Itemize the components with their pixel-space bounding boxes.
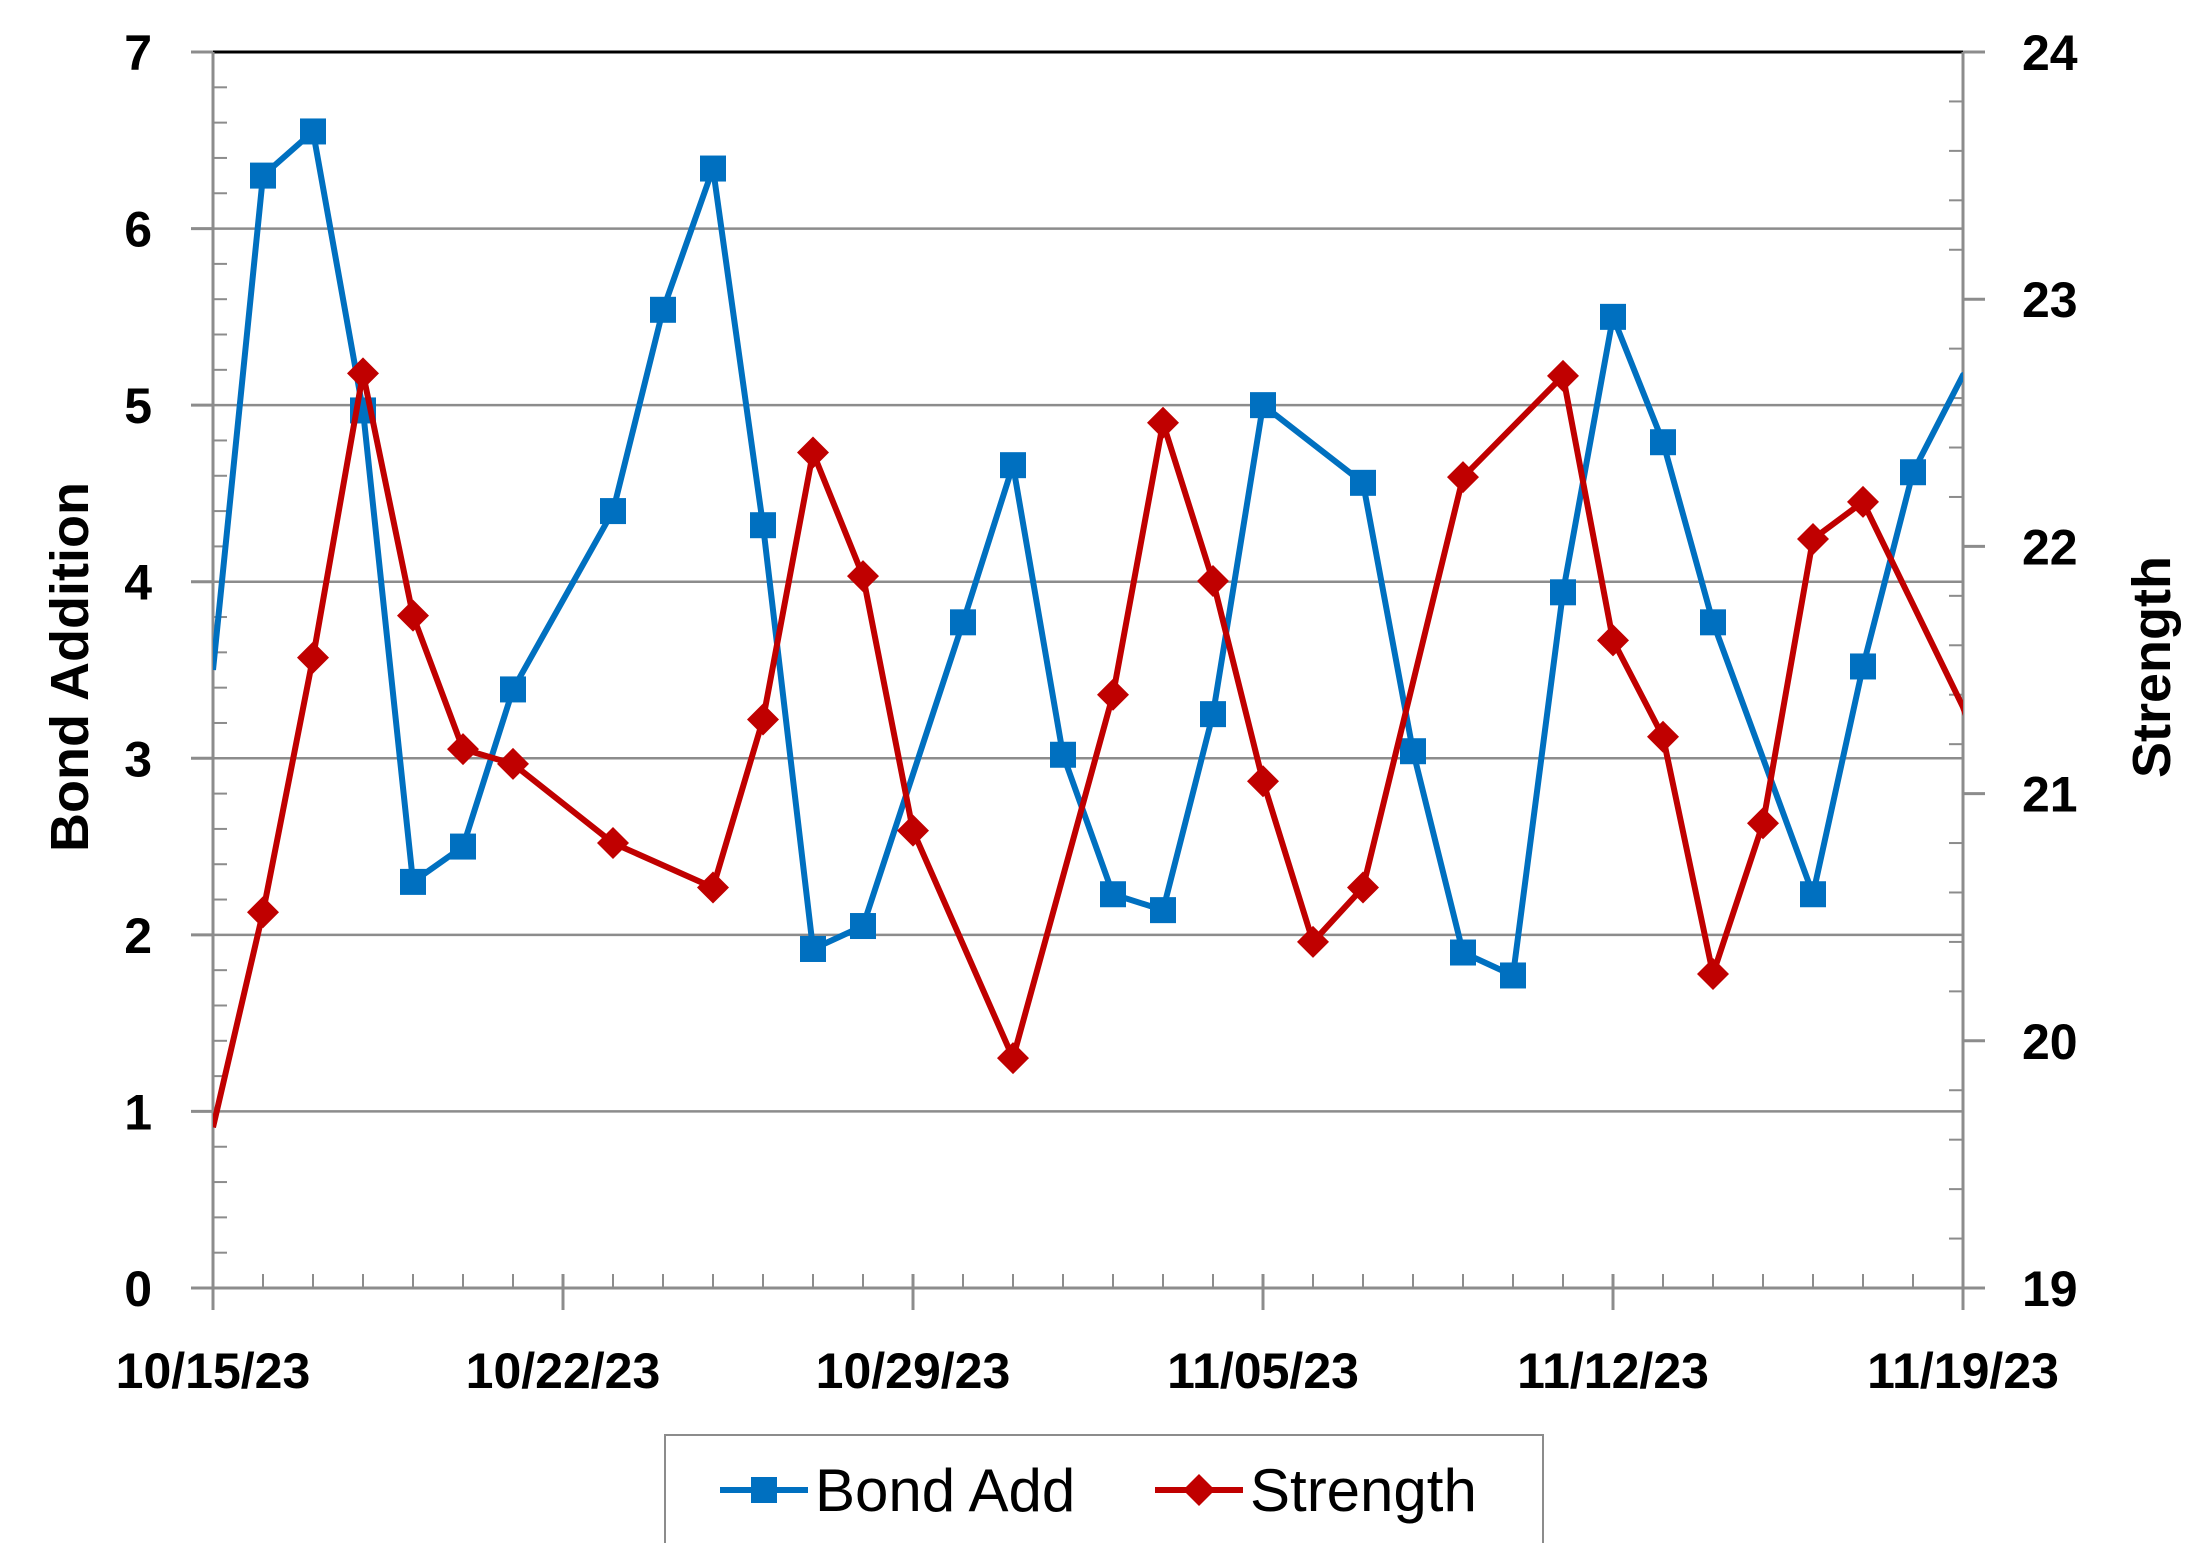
bond-add-point xyxy=(1150,897,1176,924)
y-tick-label: 3 xyxy=(124,731,152,787)
bond-add-point xyxy=(1900,459,1926,486)
strength-point xyxy=(697,871,729,904)
y-tick-label: 5 xyxy=(124,378,152,434)
bond-add-point xyxy=(1450,939,1476,966)
strength-point xyxy=(597,827,629,860)
bond-add-point xyxy=(1650,429,1676,456)
strength-point xyxy=(897,814,929,847)
strength-point xyxy=(497,747,529,780)
x-tick-label: 11/05/23 xyxy=(1167,1343,1359,1399)
y-tick-label: 7 xyxy=(124,25,152,81)
strength-point xyxy=(747,703,779,736)
y2-tick-label: 23 xyxy=(2022,272,2078,328)
bond-add-point xyxy=(1100,881,1126,908)
bond-add-point xyxy=(500,676,526,703)
strength-point xyxy=(1197,565,1229,598)
y2-tick-label: 20 xyxy=(2022,1014,2078,1070)
y-tick-label: 0 xyxy=(124,1261,152,1317)
strength-point xyxy=(1597,624,1629,657)
strength-point xyxy=(1447,461,1479,494)
strength-point xyxy=(1847,485,1879,518)
bond-add-point xyxy=(1000,452,1026,479)
legend-bond-add-marker xyxy=(751,1477,777,1503)
bond-add-point xyxy=(1350,469,1376,496)
x-tick-label: 10/29/23 xyxy=(816,1343,1011,1399)
y2-tick-label: 21 xyxy=(2022,767,2078,823)
legend-bond-add-label: Bond Add xyxy=(815,1457,1075,1524)
y2-tick-label: 19 xyxy=(2022,1261,2078,1317)
strength-point xyxy=(997,1042,1029,1075)
bond-add-point xyxy=(1050,741,1076,768)
x-tick-label: 11/12/23 xyxy=(1517,1343,1709,1399)
y-tick-label: 6 xyxy=(124,202,152,258)
bond-add-point xyxy=(300,118,326,145)
y2-tick-label: 22 xyxy=(2022,519,2078,575)
strength-line xyxy=(213,370,1963,1128)
bond-add-point xyxy=(850,913,876,940)
y-tick-label: 1 xyxy=(124,1084,152,1140)
x-tick-label: 10/15/23 xyxy=(116,1343,311,1399)
x-tick-label: 11/19/23 xyxy=(1867,1343,2059,1399)
x-tick-label: 10/22/23 xyxy=(466,1343,661,1399)
strength-point xyxy=(1647,720,1679,753)
strength-point xyxy=(1347,871,1379,904)
legend-box xyxy=(664,1434,1544,1543)
bond-add-point xyxy=(1700,609,1726,636)
bond-add-point xyxy=(1400,738,1426,765)
bond-add-point xyxy=(1800,881,1826,908)
bond-add-point xyxy=(800,935,826,962)
bond-add-point xyxy=(600,498,626,525)
strength-point xyxy=(1547,359,1579,392)
bond-add-point xyxy=(1200,701,1226,728)
legend-strength-marker xyxy=(1183,1474,1215,1506)
bond-add-point xyxy=(1550,579,1576,606)
bond-add-point xyxy=(400,868,426,895)
y2-axis-title: Strength xyxy=(2122,556,2182,778)
bond-add-point xyxy=(650,296,676,323)
axes-layer xyxy=(191,50,1985,1310)
bond-add-point xyxy=(250,162,276,189)
bond-add-line xyxy=(213,128,1963,979)
strength-point xyxy=(247,896,279,929)
bond-add-point xyxy=(950,609,976,636)
strength-point xyxy=(847,560,879,593)
strength-point xyxy=(1747,807,1779,840)
y-tick-label: 4 xyxy=(124,555,152,611)
strength-point xyxy=(1297,925,1329,958)
bond-add-point xyxy=(1850,653,1876,680)
bond-add-point xyxy=(700,155,726,182)
strength-point xyxy=(397,599,429,632)
legend-strength-label: Strength xyxy=(1250,1457,1477,1524)
strength-point xyxy=(1697,958,1729,991)
bond-add-point xyxy=(1600,303,1626,330)
bond-add-point xyxy=(1250,392,1276,419)
bond-add-point xyxy=(750,512,776,539)
strength-point xyxy=(1097,678,1129,711)
strength-point xyxy=(1797,522,1829,555)
strength-point xyxy=(1147,406,1179,439)
series-bond-add xyxy=(213,118,1963,989)
y2-tick-label: 24 xyxy=(2022,25,2078,81)
strength-point xyxy=(797,436,829,469)
bond-add-point xyxy=(1500,962,1526,989)
strength-point xyxy=(297,641,329,674)
series-layer xyxy=(213,118,1963,1128)
strength-point xyxy=(447,733,479,766)
y-axis-title: Bond Addition xyxy=(40,482,100,852)
strength-point xyxy=(347,357,379,390)
y-tick-label: 2 xyxy=(124,908,152,964)
series-strength xyxy=(213,357,1963,1128)
legend: Bond Add Strength xyxy=(664,1434,1544,1543)
strength-point xyxy=(1247,765,1279,798)
bond-add-point xyxy=(450,833,476,860)
